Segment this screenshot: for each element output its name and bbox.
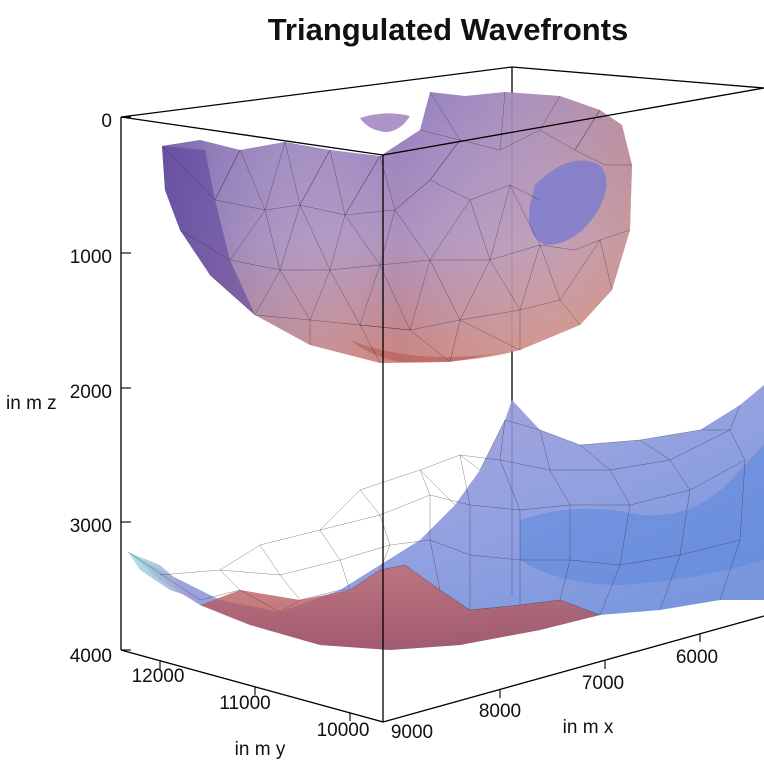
- lower-surface-mesh: [127, 404, 746, 616]
- z-axis: 0 1000 2000 3000 4000 in m z: [6, 111, 112, 667]
- chart-title: Triangulated Wavefronts: [268, 12, 629, 47]
- y-tick-label: 12000: [132, 666, 185, 687]
- z-tick-label: 4000: [70, 646, 112, 667]
- x-tick-label: 6000: [676, 647, 718, 668]
- upper-wavefront-surface: [161, 91, 632, 364]
- z-tick-label: 2000: [70, 382, 112, 403]
- tick-marks: [121, 116, 701, 721]
- x-axis: 9000 8000 7000 6000 in m x: [391, 647, 718, 743]
- y-tick-label: 10000: [317, 720, 370, 741]
- y-tick-label: 11000: [219, 693, 270, 714]
- x-tick-label: 7000: [582, 673, 624, 694]
- z-tick-label: 0: [101, 111, 112, 132]
- z-tick-label: 1000: [70, 247, 112, 268]
- y-axis-label: in m y: [235, 739, 286, 760]
- upper-surface-mesh: [161, 91, 632, 364]
- lower-wavefront-surface: [127, 385, 764, 650]
- z-axis-label: in m z: [6, 393, 57, 414]
- z-tick-label: 3000: [70, 516, 112, 537]
- x-tick-label: 9000: [391, 722, 433, 743]
- bounding-box-front: [120, 87, 764, 723]
- y-axis: 12000 11000 10000 in m y: [132, 666, 370, 760]
- x-axis-label: in m x: [563, 717, 614, 738]
- x-tick-label: 8000: [479, 701, 521, 722]
